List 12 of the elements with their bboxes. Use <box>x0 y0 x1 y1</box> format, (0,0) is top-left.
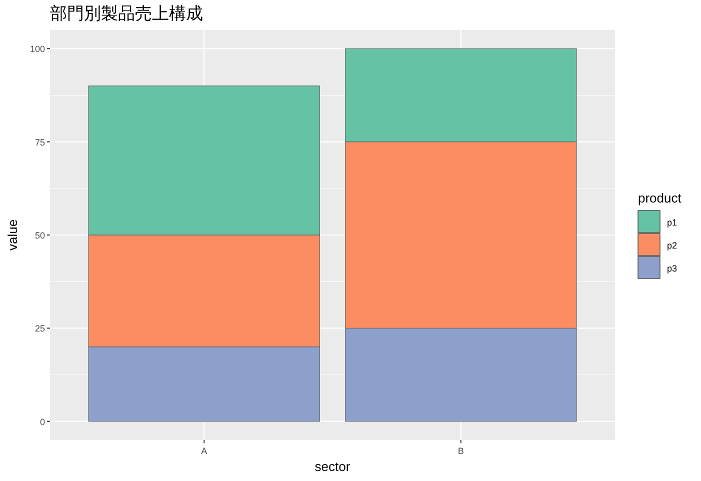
y-tick-label: 0 <box>40 416 45 427</box>
x-tick-label: B <box>458 446 464 456</box>
legend-title: product <box>638 190 682 206</box>
y-axis-title: value <box>5 219 20 251</box>
chart-title: 部門別製品売上構成 <box>50 4 203 23</box>
x-tick-label: A <box>201 446 208 456</box>
y-tick-label: 100 <box>30 44 45 54</box>
y-tick-label: 75 <box>34 137 45 148</box>
y-tick-label: 50 <box>34 230 45 240</box>
y-tick-label: 25 <box>34 324 45 334</box>
legend: product p1 p2 p3 <box>638 190 682 279</box>
x-axis-title: sector <box>314 459 351 474</box>
